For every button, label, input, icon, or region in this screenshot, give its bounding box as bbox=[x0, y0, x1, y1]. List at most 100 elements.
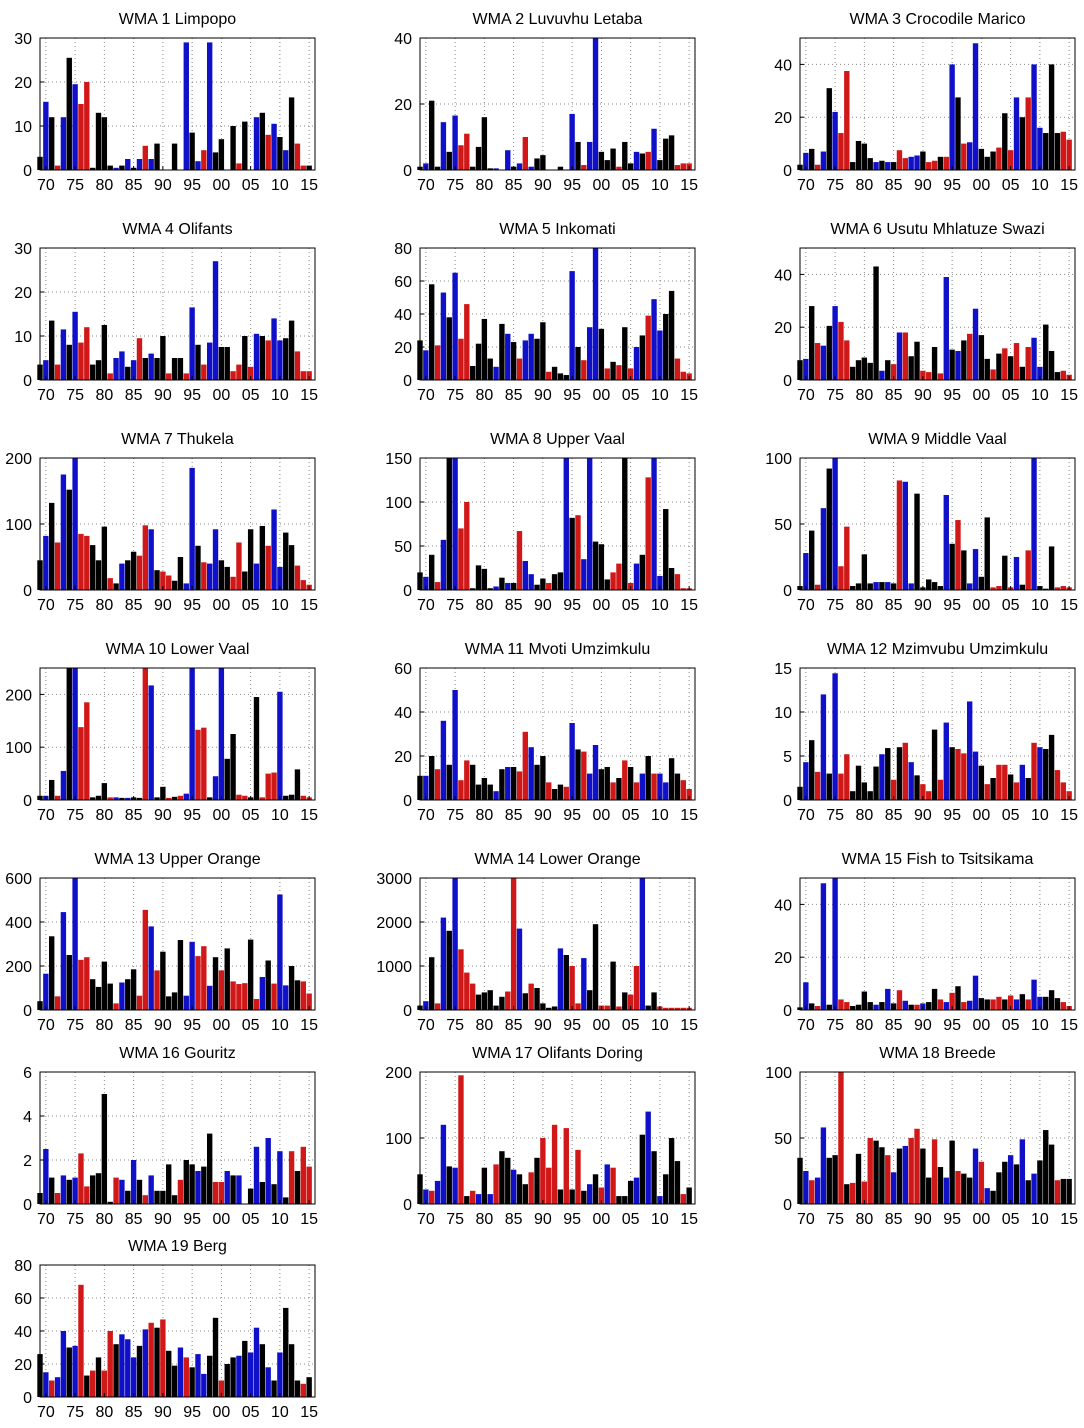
bar bbox=[604, 767, 610, 800]
bar bbox=[236, 794, 242, 800]
x-tick-label: 85 bbox=[885, 1017, 903, 1034]
panel-title: WMA 12 Mzimvubu Umzimkulu bbox=[827, 641, 1048, 658]
bar bbox=[95, 560, 102, 590]
bar bbox=[920, 370, 926, 380]
bar bbox=[861, 554, 868, 590]
bar bbox=[54, 996, 61, 1010]
bar bbox=[581, 360, 587, 380]
bar bbox=[493, 791, 499, 800]
bar bbox=[633, 151, 640, 170]
x-tick-label: 75 bbox=[66, 1404, 84, 1421]
panel-title: WMA 15 Fish to Tsitsikama bbox=[842, 851, 1034, 868]
bar bbox=[95, 795, 102, 800]
x-tick-label: 10 bbox=[651, 597, 669, 614]
bar bbox=[844, 1002, 850, 1010]
y-tick-label: 40 bbox=[394, 31, 412, 48]
bar bbox=[271, 983, 277, 1010]
panel-9: WMA 9 Middle Vaal 0 50 100 70 75 80 85 90 95 00 05 1… bbox=[765, 431, 1078, 614]
bar bbox=[224, 566, 230, 590]
bar bbox=[300, 1383, 306, 1397]
x-tick-label: 70 bbox=[797, 807, 815, 824]
bar bbox=[1054, 587, 1061, 590]
bar bbox=[434, 166, 441, 170]
bar bbox=[224, 347, 230, 380]
bar bbox=[89, 979, 96, 1010]
bar bbox=[247, 939, 254, 1010]
bar bbox=[183, 793, 189, 800]
bar bbox=[469, 166, 476, 170]
x-tick-label: 05 bbox=[1002, 807, 1020, 824]
y-tick-label: 15 bbox=[774, 661, 792, 678]
bar bbox=[487, 1194, 493, 1204]
bar bbox=[499, 996, 505, 1010]
bar bbox=[230, 576, 236, 590]
bar bbox=[926, 791, 932, 800]
bar bbox=[984, 156, 990, 170]
bar bbox=[645, 315, 651, 380]
bar bbox=[581, 165, 587, 170]
bar bbox=[166, 373, 172, 380]
x-tick-label: 70 bbox=[417, 387, 435, 404]
bar bbox=[487, 588, 493, 590]
bar bbox=[663, 314, 669, 380]
bar bbox=[955, 986, 961, 1010]
bar bbox=[218, 1182, 225, 1204]
bar bbox=[563, 1128, 569, 1204]
bar bbox=[966, 583, 973, 590]
bar bbox=[148, 685, 154, 800]
bar bbox=[890, 364, 897, 380]
bar bbox=[230, 1357, 236, 1397]
bar bbox=[651, 458, 657, 590]
bar bbox=[1019, 994, 1026, 1010]
bar bbox=[1037, 366, 1043, 380]
x-tick-label: 85 bbox=[125, 177, 143, 194]
bar bbox=[826, 325, 832, 380]
bar bbox=[481, 778, 488, 800]
bar bbox=[996, 147, 1002, 170]
bar bbox=[902, 481, 909, 590]
bar bbox=[148, 926, 154, 1010]
x-tick-label: 70 bbox=[417, 1211, 435, 1228]
bar bbox=[242, 121, 248, 170]
bar bbox=[879, 582, 885, 590]
x-tick-label: 10 bbox=[1031, 177, 1049, 194]
bar bbox=[926, 162, 932, 170]
x-tick-label: 10 bbox=[271, 387, 289, 404]
bar bbox=[154, 797, 160, 800]
bar bbox=[516, 928, 523, 1010]
bar bbox=[183, 995, 189, 1010]
bar bbox=[546, 371, 552, 380]
bar bbox=[271, 123, 277, 170]
bar bbox=[136, 797, 143, 800]
bar bbox=[464, 502, 470, 590]
y-tick-label: 0 bbox=[23, 1390, 32, 1407]
bar bbox=[481, 117, 488, 170]
x-tick-label: 15 bbox=[680, 807, 698, 824]
bar bbox=[183, 373, 189, 380]
bar bbox=[125, 159, 131, 170]
bar bbox=[885, 582, 891, 590]
bar bbox=[937, 1167, 944, 1204]
bar bbox=[1054, 372, 1061, 380]
x-tick-label: 80 bbox=[855, 807, 873, 824]
bar bbox=[300, 795, 306, 800]
bar bbox=[189, 668, 195, 800]
bar bbox=[832, 878, 838, 1010]
bar bbox=[271, 1184, 277, 1204]
bar bbox=[505, 150, 511, 170]
bar bbox=[610, 148, 616, 170]
bar bbox=[464, 304, 470, 380]
bar bbox=[569, 113, 575, 170]
bar bbox=[288, 97, 295, 170]
bar bbox=[616, 1006, 622, 1010]
y-tick-label: 20 bbox=[394, 97, 412, 114]
x-tick-label: 05 bbox=[242, 807, 260, 824]
x-tick-label: 00 bbox=[212, 1211, 230, 1228]
x-tick-label: 10 bbox=[271, 1404, 289, 1421]
x-tick-label: 85 bbox=[505, 807, 523, 824]
x-tick-label: 00 bbox=[212, 1404, 230, 1421]
x-tick-label: 05 bbox=[242, 1211, 260, 1228]
bar bbox=[838, 999, 844, 1010]
x-tick-label: 75 bbox=[66, 597, 84, 614]
x-tick-label: 00 bbox=[212, 1017, 230, 1034]
